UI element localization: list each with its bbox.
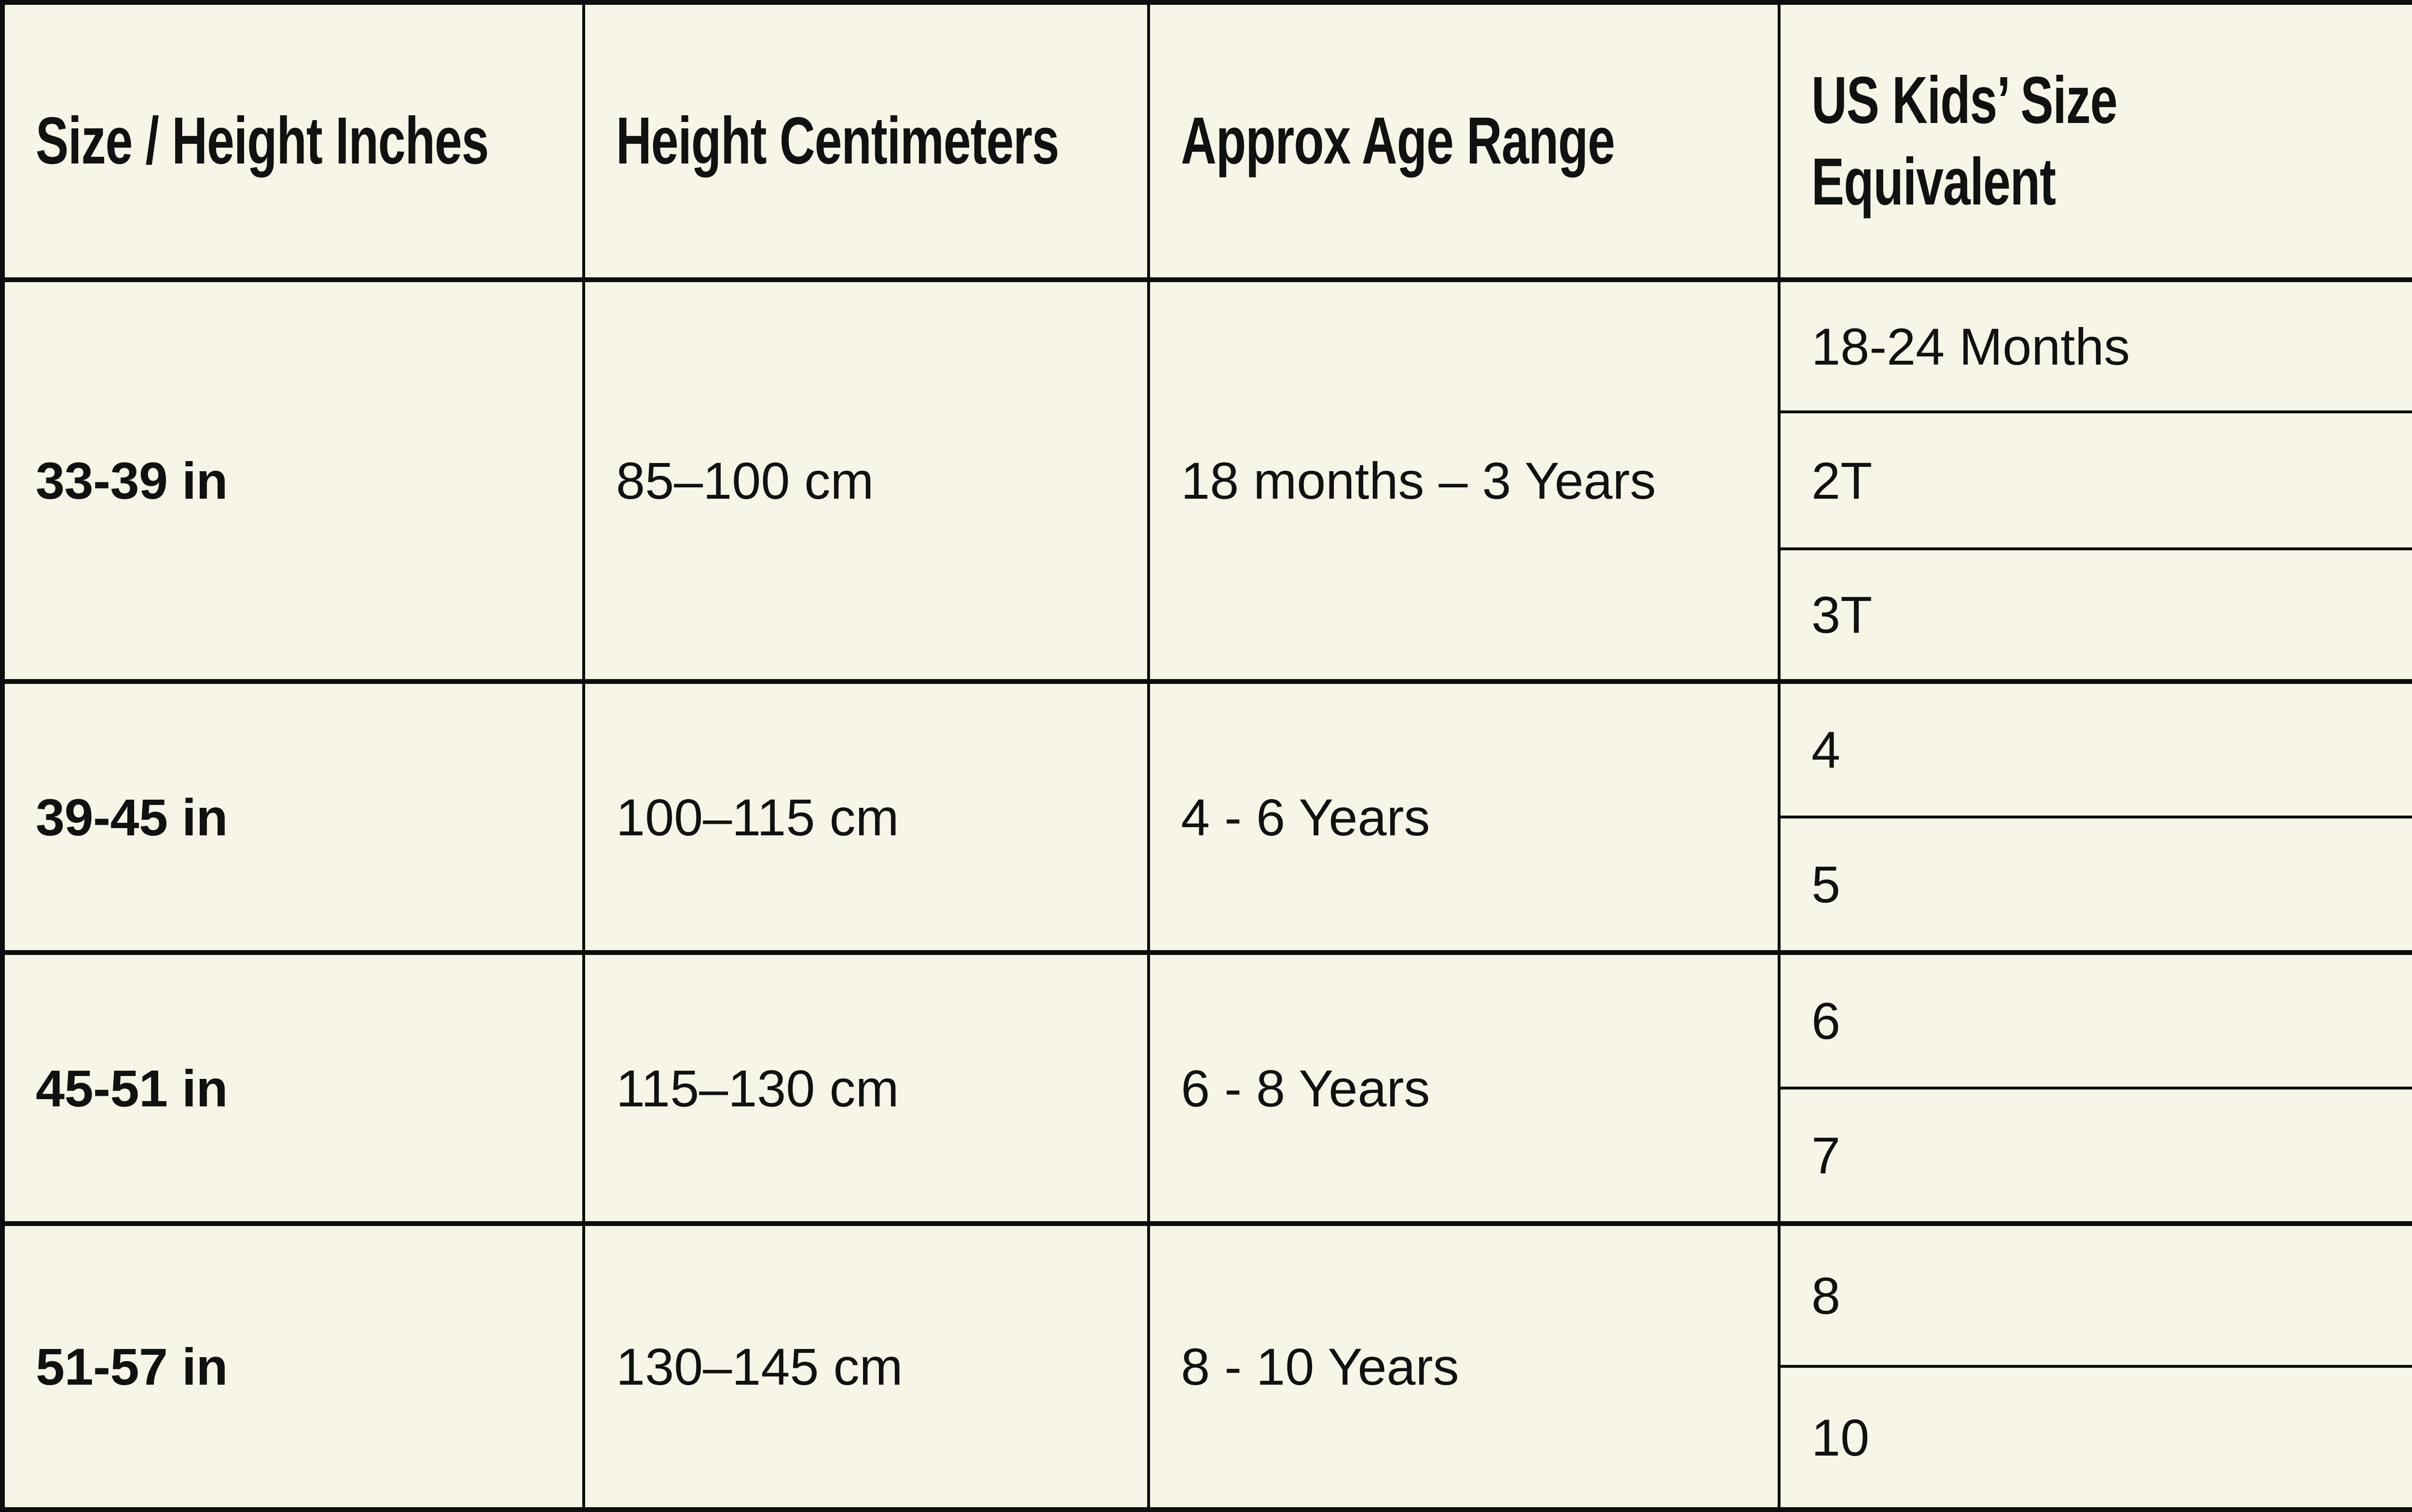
cell-us-size: 6 (1778, 950, 2412, 1090)
cell-age-range: 6 - 8 Years (1147, 950, 1781, 1225)
cell-height-cm: 115–130 cm (582, 950, 1150, 1225)
table-row: 39-45 in 100–115 cm 4 - 6 Years 4 (1, 679, 2412, 954)
table-row: 45-51 in 115–130 cm 6 - 8 Years 6 (1, 950, 2412, 1225)
cell-us-size: 5 (1778, 816, 2412, 954)
header-size-height-inches-label: Size / Height Inches (36, 104, 489, 178)
cell-size-in: 39-45 in (1, 679, 585, 954)
table-subrow: 3T (2, 547, 2412, 683)
header-us-kids-size-equivalent-label: US Kids’ Size Equivalent (1811, 63, 2118, 219)
cell-height-cm: 100–115 cm (582, 679, 1150, 954)
header-row: Size / Height Inches Height Centimeters … (1, 0, 2412, 281)
cell-us-size: 4 (1778, 679, 2412, 818)
cell-size-in: 33-39 in (1, 277, 585, 683)
header-approx-age-range-label: Approx Age Range (1181, 104, 1615, 178)
cell-us-size: 8 (1778, 1221, 2412, 1368)
cell-size-in: 51-57 in (1, 1221, 585, 1511)
header-us-kids-size-equivalent: US Kids’ Size Equivalent (1778, 0, 2412, 281)
header-height-centimeters: Height Centimeters (582, 0, 1150, 281)
cell-us-size: 18-24 Months (1778, 277, 2412, 413)
cell-height-cm: 130–145 cm (582, 1221, 1150, 1511)
cell-age-range: 18 months – 3 Years (1147, 277, 1781, 683)
table-subrow: 5 (2, 816, 2412, 954)
cell-age-range: 4 - 6 Years (1147, 679, 1781, 954)
table-row: 33-39 in 85–100 cm 18 months – 3 Years 1… (1, 277, 2412, 683)
header-height-centimeters-label: Height Centimeters (616, 104, 1059, 178)
cell-us-size: 7 (1778, 1087, 2412, 1225)
table-subrow: 7 (2, 1087, 2412, 1225)
header-size-height-inches: Size / Height Inches (1, 0, 585, 281)
header-approx-age-range: Approx Age Range (1147, 0, 1781, 281)
cell-height-cm: 85–100 cm (582, 277, 1150, 683)
cell-size-in: 45-51 in (1, 950, 585, 1225)
cell-us-size: 2T (1778, 410, 2412, 550)
table-row: 51-57 in 130–145 cm 8 - 10 Years 8 (1, 1221, 2412, 1511)
cell-us-size: 3T (1778, 547, 2412, 683)
cell-age-range: 8 - 10 Years (1147, 1221, 1781, 1511)
cell-us-size: 10 (1778, 1365, 2412, 1511)
table-subrow: 2T (2, 410, 2412, 550)
